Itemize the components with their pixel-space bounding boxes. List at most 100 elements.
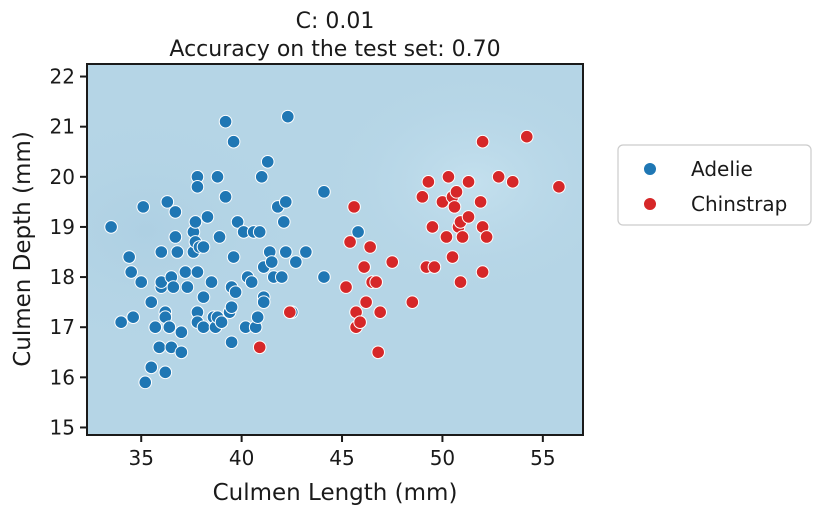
point-chinstrap [445,250,460,264]
point-chinstrap [475,134,490,149]
point-chinstrap [441,170,456,184]
point-adelie [210,170,225,184]
point-adelie [190,180,205,194]
point-chinstrap [425,220,440,234]
point-chinstrap [427,260,442,274]
legend-label-chinstrap: Chinstrap [691,192,787,216]
point-adelie [218,114,233,129]
data-points [104,109,566,390]
y-axis-ticks: 15 16 17 18 19 20 21 22 [50,65,87,439]
point-adelie [196,320,211,335]
y-axis-label: Culmen Depth (mm) [10,131,36,367]
point-adelie [138,375,153,390]
point-chinstrap [373,305,387,319]
point-adelie [148,320,163,335]
point-chinstrap [447,200,462,214]
point-adelie [228,285,243,299]
x-axis-ticks: 35 40 45 50 55 [128,435,556,470]
point-adelie [136,200,151,214]
point-adelie [160,195,175,209]
y-tick-label: 22 [50,65,75,89]
point-adelie [224,300,239,314]
point-chinstrap [473,195,488,209]
chart-title-line1: C: 0.01 [296,9,375,34]
point-adelie [224,335,239,350]
point-chinstrap [439,230,454,244]
legend-box [617,144,812,226]
point-chinstrap [371,345,385,360]
point-adelie [178,265,193,279]
point-chinstrap [552,180,566,194]
point-adelie [289,255,303,269]
point-adelie [180,280,195,294]
point-adelie [134,275,149,289]
point-adelie [152,340,167,355]
point-adelie [168,205,183,219]
point-adelie [190,265,205,279]
point-chinstrap [475,265,490,279]
point-adelie [214,315,229,329]
point-chinstrap [283,305,297,319]
x-axis-label: Culmen Length (mm) [213,480,458,506]
point-adelie [226,250,241,264]
point-adelie [252,225,267,239]
point-chinstrap [369,275,383,289]
point-chinstrap [347,200,361,214]
point-adelie [260,154,275,169]
point-chinstrap [453,275,468,289]
point-chinstrap [252,340,267,355]
point-adelie [212,230,227,244]
point-adelie [166,280,181,294]
y-tick-label: 15 [50,415,75,439]
point-chinstrap [449,185,464,199]
point-chinstrap [479,230,494,244]
point-adelie [174,345,189,360]
x-tick-label: 45 [329,446,354,470]
y-tick-label: 16 [50,365,75,389]
point-adelie [144,360,159,375]
point-adelie [114,315,128,329]
point-adelie [200,210,215,224]
point-adelie [170,245,185,259]
x-tick-label: 55 [530,446,555,470]
x-tick-label: 50 [430,446,455,470]
point-adelie [244,275,259,289]
point-chinstrap [491,170,506,184]
point-adelie [317,270,331,284]
point-adelie [196,290,211,304]
legend: Adelie Chinstrap [617,144,812,226]
point-adelie [279,245,293,259]
point-adelie [154,245,169,259]
point-adelie [144,295,159,309]
x-tick-label: 40 [229,446,254,470]
point-chinstrap [353,315,367,329]
point-adelie [174,325,189,340]
point-adelie [299,245,313,259]
point-chinstrap [519,129,534,144]
point-adelie [317,185,331,199]
legend-label-adelie: Adelie [691,157,753,181]
point-adelie [158,365,173,380]
y-tick-label: 19 [50,215,75,239]
point-chinstrap [505,175,520,189]
chart-title-line2: Accuracy on the test set: 0.70 [169,37,500,62]
plot-frame [86,63,584,436]
point-adelie [218,190,233,204]
point-chinstrap [461,175,476,189]
point-adelie [230,215,245,229]
point-adelie [250,310,265,324]
point-chinstrap [357,260,371,274]
y-tick-label: 21 [50,115,75,139]
point-adelie [204,275,219,289]
y-tick-label: 17 [50,315,75,339]
point-adelie [188,215,203,229]
point-adelie [124,265,138,279]
point-chinstrap [455,230,470,244]
point-adelie [126,310,140,324]
point-adelie [162,320,177,335]
point-adelie [276,215,291,229]
point-adelie [196,240,211,254]
legend-marker-chinstrap [643,197,657,211]
point-adelie [104,220,118,234]
